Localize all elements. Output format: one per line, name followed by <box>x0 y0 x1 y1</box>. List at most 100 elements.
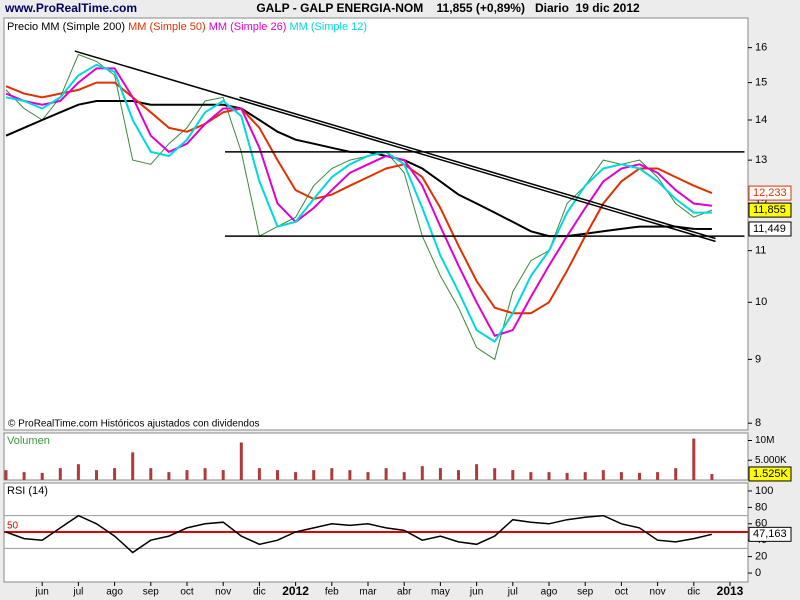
volume-bar <box>22 472 26 480</box>
legend-entry: MM (Simple 50) <box>128 21 206 33</box>
legend-entry: MM (Simple 12) <box>289 21 367 33</box>
volume-bar <box>312 470 316 480</box>
x-tick-label: sep <box>143 587 160 598</box>
volume-bar <box>420 466 424 480</box>
volume-bar <box>113 468 117 480</box>
x-tick-label: sep <box>577 587 594 598</box>
last-value-box <box>748 466 792 482</box>
last-value-label: 12,233 <box>753 187 787 199</box>
rsi-line <box>5 514 713 554</box>
legend-entry: MM (Simple 200) <box>41 21 125 33</box>
volume-bar <box>601 470 605 480</box>
trendline <box>239 96 716 240</box>
y-tick-label: 10 <box>755 296 767 308</box>
volume-bar <box>384 468 388 480</box>
price-panel <box>3 17 749 431</box>
volume-bar <box>40 472 44 480</box>
y-tick-label: 0 <box>755 567 761 579</box>
x-tick-label: abr <box>397 587 412 598</box>
x-tick-label: mar <box>359 587 377 598</box>
volume-bar <box>276 470 279 480</box>
volume-panel <box>3 432 749 481</box>
volume-bar <box>692 438 696 480</box>
volume-bar <box>95 470 98 480</box>
title: GALP - GALP ENERGIA-NOM 11,855 (+0,89%) … <box>256 1 640 15</box>
x-tick-label: 2012 <box>282 584 309 598</box>
y-tick-label: 5.000K <box>755 455 787 466</box>
x-tick-label: dic <box>253 587 266 598</box>
series-line <box>5 63 712 343</box>
volume-bar <box>638 472 641 480</box>
series-line <box>5 81 713 315</box>
volume-bar <box>330 468 334 480</box>
volume-bar <box>149 468 153 480</box>
x-tick-label: jun <box>35 587 49 598</box>
last-value-label: 11,855 <box>753 204 786 216</box>
volume-bar <box>239 442 243 480</box>
volume-bar <box>58 468 62 480</box>
rsi-label: RSI (14) <box>7 485 48 497</box>
volume-bar <box>529 472 533 480</box>
volume-bar <box>475 464 479 480</box>
y-tick-label: 16 <box>755 42 767 54</box>
volume-bar <box>4 470 8 480</box>
x-tick-label: jul <box>72 587 83 598</box>
x-tick-label: nov <box>215 587 231 598</box>
x-tick-label: jul <box>507 587 518 598</box>
volume-bar <box>493 468 497 480</box>
volume-bar <box>656 472 660 480</box>
x-tick-label: feb <box>325 587 339 598</box>
y-tick-label: 15 <box>755 77 767 89</box>
y-tick-label: 20 <box>755 551 767 563</box>
last-value-label: 11,449 <box>753 223 786 235</box>
volume-bar <box>167 472 171 480</box>
y-tick-label: 14 <box>755 114 767 126</box>
last-value-box <box>748 202 792 218</box>
y-tick-label: 100 <box>755 485 773 497</box>
last-value-box <box>748 185 792 201</box>
x-tick-label: jun <box>469 587 483 598</box>
volume-bar <box>511 470 515 480</box>
volume-bar <box>348 470 352 480</box>
last-value-label: 47,163 <box>753 528 787 540</box>
volume-label: Volumen <box>7 435 50 447</box>
x-tick-label: oct <box>615 587 629 598</box>
x-tick-label: may <box>431 587 450 598</box>
volume-bar <box>547 472 551 480</box>
volume-bar <box>438 468 442 480</box>
x-tick-label: oct <box>180 587 194 598</box>
x-tick-label: 2013 <box>717 584 744 598</box>
volume-bar <box>131 452 135 480</box>
legend-entry: MM (Simple 26) <box>209 21 287 33</box>
series-line <box>5 67 713 338</box>
site: www.ProRealTime.com <box>4 1 137 15</box>
x-tick-label: ago <box>106 587 123 598</box>
volume-bar <box>185 470 189 480</box>
volume-bar <box>366 472 370 480</box>
y-tick-label: 10M <box>755 435 774 446</box>
volume-bar <box>402 472 406 480</box>
trendline <box>74 50 716 243</box>
volume-bar <box>619 472 623 480</box>
legend-entry: Precio <box>7 21 38 33</box>
volume-bar <box>583 472 587 480</box>
volume-bar <box>710 473 714 480</box>
y-tick-label: 60 <box>755 518 767 530</box>
volume-bar <box>294 472 298 480</box>
note: © ProRealTime.com Históricos ajustados c… <box>8 419 260 430</box>
volume-bar <box>457 470 460 480</box>
volume-bar <box>76 464 80 480</box>
last-value-label: 1.525K <box>753 468 789 480</box>
volume-bar <box>203 468 207 480</box>
y-tick-label: 80 <box>755 501 767 513</box>
x-tick-label: nov <box>650 587 666 598</box>
reference-label: 50 <box>7 521 19 532</box>
y-tick-label: 11 <box>755 245 766 257</box>
last-value-box <box>748 221 792 237</box>
volume-bar <box>257 468 261 480</box>
last-value-box <box>748 526 792 542</box>
x-tick-label: ago <box>541 587 558 598</box>
series-line <box>5 53 713 361</box>
